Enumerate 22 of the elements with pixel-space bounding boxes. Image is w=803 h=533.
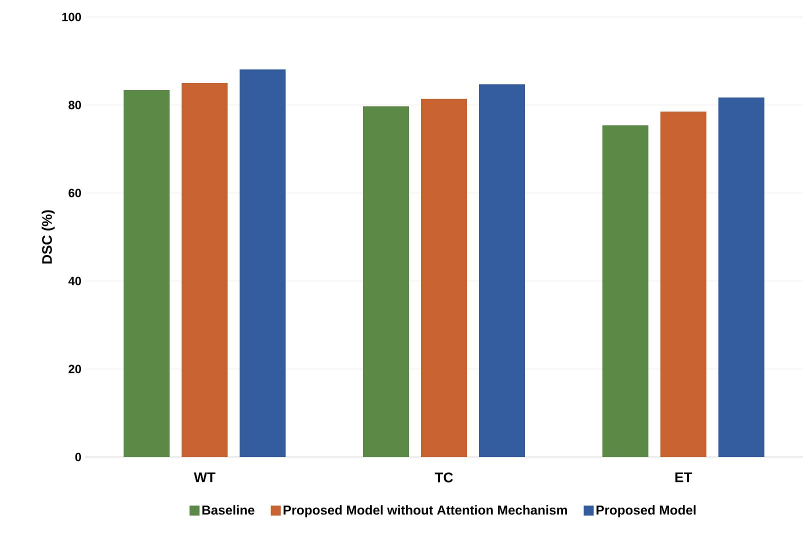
- x-tick-label: WT: [194, 472, 216, 482]
- y-tick-label: 80: [68, 100, 81, 110]
- legend-label: Baseline: [202, 505, 254, 515]
- bar: [182, 82, 228, 457]
- legend-label: Proposed Model: [596, 505, 696, 518]
- bar: [479, 84, 526, 457]
- y-tick-label: 40: [68, 276, 81, 286]
- legend-label: Proposed Model without Attention Mechanism: [284, 505, 567, 518]
- bar: [602, 125, 648, 457]
- bar: [421, 98, 468, 457]
- bar: [363, 106, 410, 457]
- x-tick-label: TC: [434, 472, 453, 482]
- bar: [124, 90, 170, 457]
- bar: [660, 112, 706, 457]
- y-axis-title: DSC (%): [42, 210, 55, 264]
- y-tick-label: 100: [62, 12, 81, 22]
- bar: [718, 98, 764, 457]
- y-tick-label: 20: [68, 364, 81, 374]
- y-tick-label: 60: [68, 188, 81, 198]
- bar: [240, 69, 286, 457]
- y-tick-label: 0: [75, 452, 81, 462]
- x-tick-label: ET: [675, 472, 692, 482]
